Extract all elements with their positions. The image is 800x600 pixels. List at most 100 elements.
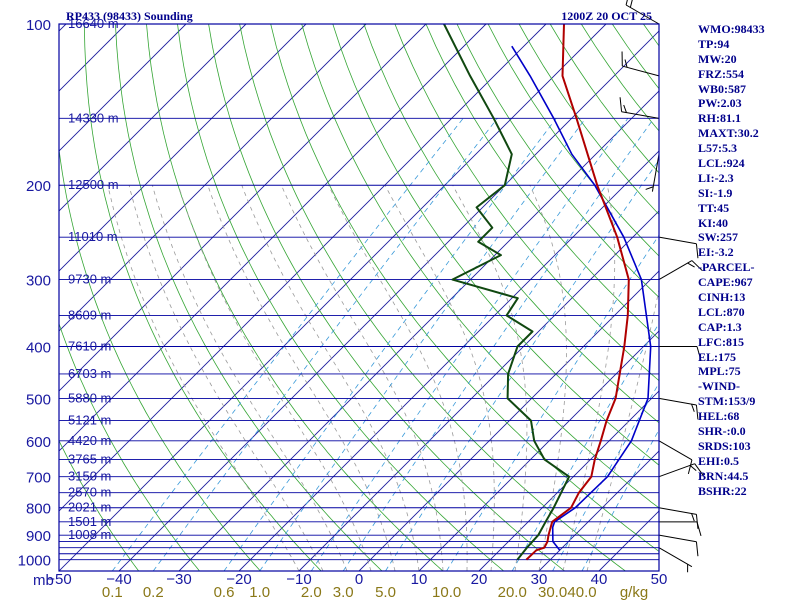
wind-barb-feather — [624, 59, 628, 68]
isotherm-line — [118, 30, 659, 571]
wind-barb-feather — [695, 404, 699, 420]
mixing-ratio-label: 0.6 — [214, 584, 235, 600]
temperature-tick-label: −40 — [106, 571, 131, 588]
index-item: FRZ:554 — [698, 66, 744, 81]
wind-barb — [658, 236, 699, 259]
height-label: 5121 m — [68, 413, 111, 428]
wind-barb-staff — [658, 534, 697, 543]
index-item: -WIND- — [698, 379, 740, 394]
mixing-ratio-label: 40.0 — [567, 584, 596, 600]
mixing-ratio-label: 20.0 — [498, 584, 527, 600]
temperature-tick-label: 50 — [651, 571, 668, 588]
chart-grid — [59, 24, 659, 571]
height-label: 8609 m — [68, 307, 111, 322]
pressure-label: 900 — [26, 528, 51, 545]
pressure-label: 300 — [26, 273, 51, 290]
wind-barb — [659, 345, 702, 361]
pressure-label: 700 — [26, 470, 51, 487]
index-item: KI:40 — [698, 215, 728, 230]
index-item: SHR-:0.0 — [698, 424, 746, 439]
mixing-ratio-label: 3.0 — [333, 584, 354, 600]
mixing-ratio-line — [259, 118, 586, 571]
pressure-unit-label: mb — [33, 572, 54, 589]
index-item: -PARCEL- — [698, 260, 755, 275]
isotherm-line — [538, 450, 659, 571]
wind-barb — [658, 260, 703, 281]
index-item: CAP:1.3 — [698, 319, 742, 334]
moist-adiabat-line — [562, 185, 616, 571]
index-item: HEL:68 — [698, 409, 740, 424]
index-item: SRDS:103 — [698, 438, 751, 453]
mixing-ratio-label: 1.0 — [249, 584, 270, 600]
height-label: 6703 m — [68, 366, 111, 381]
index-item: TT:45 — [698, 200, 730, 215]
isotherm-line — [59, 24, 367, 332]
dry-adiabat-line — [456, 24, 659, 298]
height-label: 12500 m — [68, 177, 119, 192]
temperature-tick-label: −30 — [166, 571, 191, 588]
index-item: LFC:815 — [698, 334, 744, 349]
moist-adiabat-line — [281, 185, 444, 571]
temperature-tick-label: 20 — [471, 571, 488, 588]
height-label: 5880 m — [68, 390, 111, 405]
index-item: WB0:587 — [698, 81, 746, 96]
temperature-tick-label: −10 — [286, 571, 311, 588]
isotherm-line — [358, 270, 659, 571]
index-item: TP:94 — [698, 36, 730, 51]
wind-barb-feather — [691, 513, 695, 522]
temperature-tick-label: 10 — [411, 571, 428, 588]
wind-barb-staff — [658, 397, 697, 406]
temperature-line — [525, 24, 630, 561]
wind-barb — [621, 51, 660, 77]
isotherm-line — [59, 24, 307, 272]
dry-adiabat-line — [301, 24, 659, 509]
pressure-label: 200 — [26, 178, 51, 195]
index-item: PW:2.03 — [698, 96, 742, 111]
mixing-ratio-label: 10.0 — [432, 584, 461, 600]
mixing-ratio-label: 2.0 — [301, 584, 322, 600]
isotherm-line — [59, 24, 427, 392]
wind-barb-staff — [658, 507, 697, 515]
index-item: SI:-1.9 — [698, 185, 733, 200]
moist-adiabat-line — [107, 185, 300, 571]
wind-barb — [619, 97, 660, 119]
wind-barb-feather — [696, 521, 702, 536]
pressure-label: 400 — [26, 339, 51, 356]
wind-barb — [658, 547, 693, 573]
dry-adiabat-line — [239, 24, 626, 571]
wind-barb — [645, 154, 660, 192]
wind-barb-feather — [629, 0, 633, 8]
temperature-tick-label: 30 — [531, 571, 548, 588]
dry-adiabat-line — [115, 24, 383, 571]
wind-barb-feather — [695, 541, 699, 557]
mixing-ratio-label: 30.0 — [538, 584, 567, 600]
dry-adiabat-line — [487, 24, 659, 257]
height-label: 1501 m — [68, 514, 111, 529]
index-item: EI:-3.2 — [698, 245, 734, 260]
wind-barb-staff — [622, 65, 660, 77]
moist-adiabat-line — [384, 185, 495, 571]
sounding-curves — [443, 24, 652, 561]
wind-barb — [658, 463, 704, 478]
plot-frame — [58, 23, 660, 572]
index-item: SW:257 — [698, 230, 739, 245]
index-item: MPL:75 — [698, 364, 741, 379]
dry-adiabat-line — [208, 24, 565, 571]
isotherm-line — [59, 24, 67, 32]
moist-adiabat-line — [586, 287, 659, 571]
dry-adiabat-line — [394, 24, 659, 382]
wind-barb-feather — [687, 459, 693, 475]
index-item: CAPE:967 — [698, 275, 753, 290]
height-label: 11010 m — [68, 229, 118, 244]
parcel-trace-line — [511, 45, 652, 551]
isotherm-line — [178, 90, 659, 571]
wind-barb-staff — [651, 154, 660, 192]
wind-barb-feather — [619, 97, 623, 112]
index-item: L57:5.3 — [698, 141, 737, 156]
mixing-ratio-line — [385, 159, 659, 571]
height-label: 14330 m — [68, 110, 119, 125]
wind-barb — [658, 507, 699, 529]
wind-barb-staff — [621, 111, 660, 119]
